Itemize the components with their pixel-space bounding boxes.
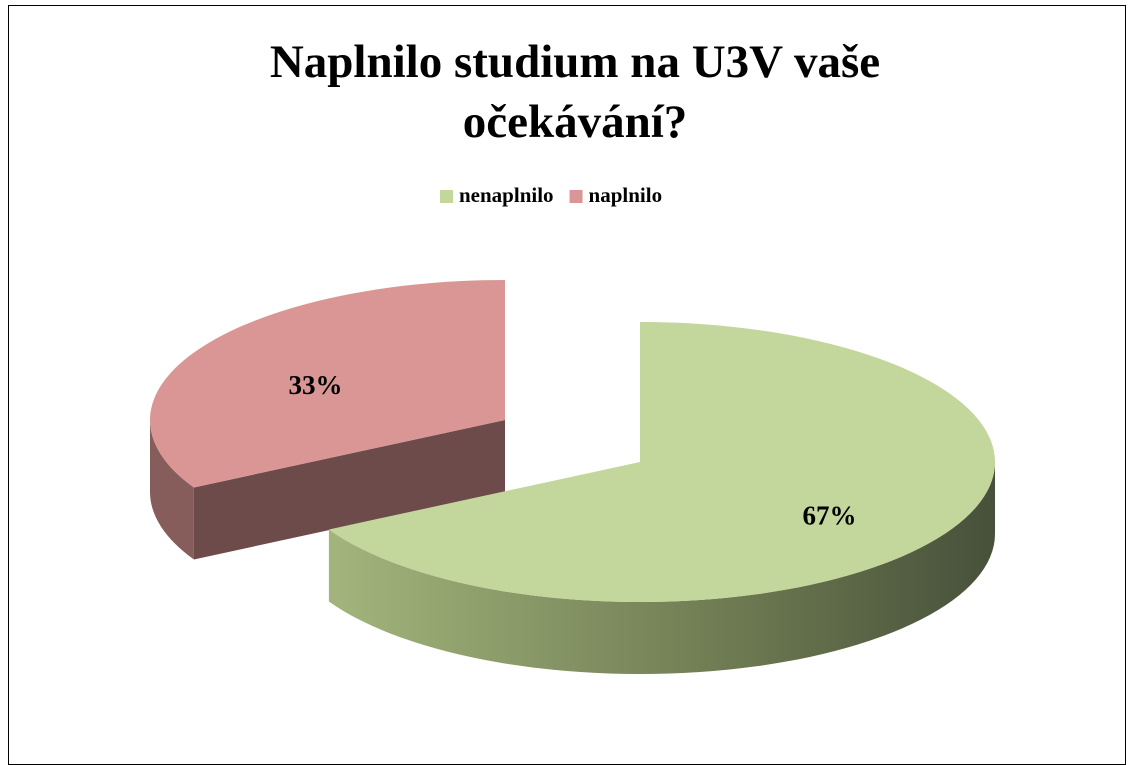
- legend-swatch: [440, 190, 453, 203]
- slice-wall: [328, 462, 995, 674]
- legend-label: nenaplnilo: [459, 183, 554, 207]
- slice: [328, 322, 995, 602]
- data-label: 33%: [289, 370, 343, 400]
- chart-title: Naplnilo studium na U3V vaše očekávání?: [269, 36, 881, 148]
- data-label: 67%: [802, 500, 856, 530]
- legend-label: naplnilo: [589, 183, 663, 207]
- slice-wall: [150, 420, 194, 560]
- legend-swatch: [569, 190, 583, 203]
- slice-side: [193, 420, 505, 560]
- slice: [149, 280, 506, 488]
